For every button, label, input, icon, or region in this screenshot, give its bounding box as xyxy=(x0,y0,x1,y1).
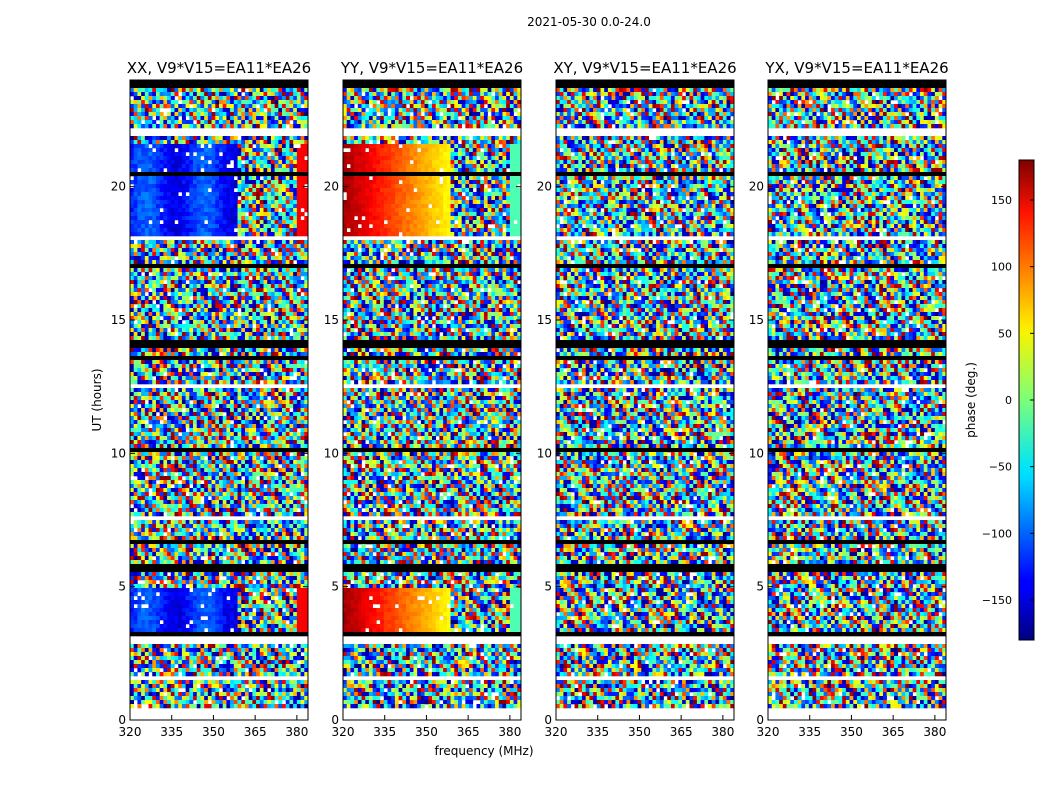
colorbar-tick-label: 50 xyxy=(998,327,1012,340)
y-tick-label: 10 xyxy=(111,446,126,460)
colorbar-tick-label: 0 xyxy=(1005,394,1012,407)
y-tick-label: 10 xyxy=(749,446,764,460)
panel-title-xy: XY, V9*V15=EA11*EA26 xyxy=(553,59,736,77)
x-tick-label: 335 xyxy=(373,725,396,739)
y-tick-label: 10 xyxy=(324,446,339,460)
x-tick-label: 380 xyxy=(498,725,521,739)
y-tick-label: 0 xyxy=(756,713,764,727)
y-tick-label: 10 xyxy=(537,446,552,460)
panel-title-yy: YY, V9*V15=EA11*EA26 xyxy=(340,59,523,77)
x-tick-label: 350 xyxy=(202,725,225,739)
colorbar-tick-label: −100 xyxy=(982,527,1012,540)
x-tick-label: 365 xyxy=(670,725,693,739)
panel-yy: YY, V9*V15=EA11*EA26 320 335 350 365 380 0 5 10 1… xyxy=(324,59,523,739)
y-tick-label: 20 xyxy=(111,180,126,194)
panel-xy: XY, V9*V15=EA11*EA26 320 335 350 365 380 0 5 10 1… xyxy=(537,59,737,739)
figure: 2021-05-30 0.0-24.0 XX, V9*V15=EA11*EA26… xyxy=(0,0,1050,800)
y-tick-label: 5 xyxy=(756,580,764,594)
y-tick-label: 5 xyxy=(544,580,552,594)
panel-title-yx: YX, V9*V15=EA11*EA26 xyxy=(764,59,948,77)
y-axis-label: UT (hours) xyxy=(90,368,104,431)
x-tick-label: 380 xyxy=(285,725,308,739)
x-axis-label: frequency (MHz) xyxy=(434,744,533,758)
colorbar-tick-label: 100 xyxy=(991,261,1012,274)
x-tick-label: 380 xyxy=(923,725,946,739)
colorbar-tick-label: −150 xyxy=(982,594,1012,607)
panels: XX, V9*V15=EA11*EA26 320 335 350 365 380 0 5 10 1… xyxy=(111,59,949,739)
x-tick-label: 365 xyxy=(244,725,267,739)
x-tick-label: 335 xyxy=(798,725,821,739)
figure-suptitle: 2021-05-30 0.0-24.0 xyxy=(527,15,651,29)
colorbar-tick-label: 150 xyxy=(991,194,1012,207)
panel-title-xx: XX, V9*V15=EA11*EA26 xyxy=(127,59,311,77)
x-tick-label: 365 xyxy=(457,725,480,739)
x-tick-label: 320 xyxy=(757,725,780,739)
y-tick-label: 15 xyxy=(324,313,339,327)
x-tick-label: 335 xyxy=(160,725,183,739)
phase-heatmap-yy xyxy=(343,80,521,708)
y-tick-label: 0 xyxy=(118,713,126,727)
x-tick-label: 320 xyxy=(332,725,355,739)
x-tick-label: 320 xyxy=(545,725,568,739)
y-tick-label: 15 xyxy=(749,313,764,327)
y-tick-label: 0 xyxy=(331,713,339,727)
x-tick-label: 380 xyxy=(711,725,734,739)
y-tick-label: 15 xyxy=(537,313,552,327)
y-tick-label: 20 xyxy=(537,180,552,194)
y-tick-label: 20 xyxy=(749,180,764,194)
colorbar-tick-label: −50 xyxy=(989,461,1012,474)
y-tick-label: 5 xyxy=(118,580,126,594)
x-tick-label: 320 xyxy=(119,725,142,739)
panel-yx: YX, V9*V15=EA11*EA26 320 335 350 365 380 0 5 10 1… xyxy=(749,59,949,739)
y-tick-label: 0 xyxy=(544,713,552,727)
colorbar: 150 100 50 0 −50 −100 −150 phase (deg.) xyxy=(964,160,1034,640)
phase-heatmap-xx xyxy=(130,80,308,708)
y-tick-label: 15 xyxy=(111,313,126,327)
x-tick-label: 365 xyxy=(882,725,905,739)
colorbar-label: phase (deg.) xyxy=(964,362,978,438)
y-tick-label: 5 xyxy=(331,580,339,594)
phase-heatmap-yx xyxy=(768,80,946,708)
y-tick-label: 20 xyxy=(324,180,339,194)
panel-xx: XX, V9*V15=EA11*EA26 320 335 350 365 380 0 5 10 1… xyxy=(111,59,312,739)
phase-heatmap-xy xyxy=(556,80,734,708)
x-tick-label: 350 xyxy=(840,725,863,739)
x-tick-label: 350 xyxy=(628,725,651,739)
x-tick-label: 335 xyxy=(586,725,609,739)
x-tick-label: 350 xyxy=(415,725,438,739)
